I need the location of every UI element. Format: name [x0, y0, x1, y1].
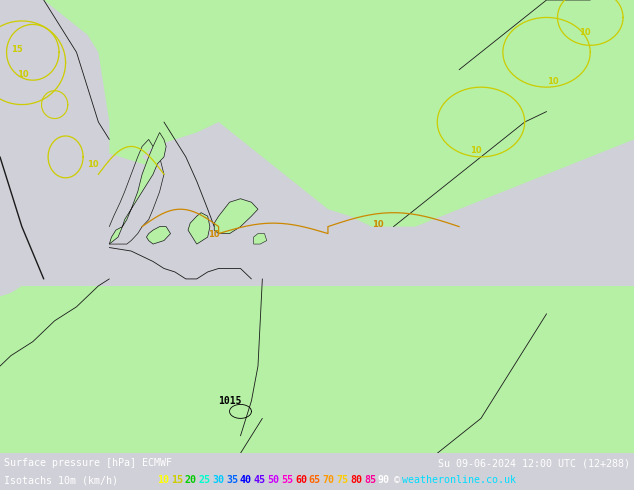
Text: 90: 90: [378, 475, 390, 485]
Text: 80: 80: [350, 475, 362, 485]
Text: 10: 10: [18, 70, 29, 79]
Text: 30: 30: [212, 475, 224, 485]
Polygon shape: [254, 234, 267, 244]
Text: 45: 45: [254, 475, 266, 485]
Polygon shape: [142, 0, 590, 227]
Text: 60: 60: [295, 475, 307, 485]
Polygon shape: [0, 286, 634, 453]
Text: 1015: 1015: [218, 396, 242, 406]
Text: 15: 15: [171, 475, 183, 485]
Text: 10: 10: [372, 220, 384, 229]
Polygon shape: [44, 0, 634, 227]
Polygon shape: [109, 132, 166, 244]
Polygon shape: [372, 0, 634, 104]
Text: 15: 15: [11, 45, 23, 54]
Text: ©: ©: [394, 475, 406, 485]
Text: 25: 25: [198, 475, 210, 485]
Polygon shape: [415, 35, 634, 112]
Text: 75: 75: [337, 475, 349, 485]
Text: 10: 10: [470, 147, 482, 155]
Text: 10: 10: [87, 160, 99, 170]
Text: Su 09-06-2024 12:00 UTC (12+288): Su 09-06-2024 12:00 UTC (12+288): [438, 458, 630, 468]
Polygon shape: [188, 213, 210, 244]
Polygon shape: [306, 0, 503, 157]
Text: 50: 50: [268, 475, 280, 485]
Text: 20: 20: [184, 475, 197, 485]
Text: 85: 85: [364, 475, 376, 485]
Text: Surface pressure [hPa] ECMWF: Surface pressure [hPa] ECMWF: [4, 458, 172, 468]
Polygon shape: [0, 0, 634, 216]
Polygon shape: [0, 0, 109, 296]
Text: 55: 55: [281, 475, 293, 485]
Text: 10: 10: [547, 76, 558, 86]
Text: 40: 40: [240, 475, 252, 485]
Polygon shape: [146, 227, 171, 244]
Polygon shape: [214, 199, 258, 234]
Text: Isotachs 10m (km/h): Isotachs 10m (km/h): [4, 475, 118, 485]
Text: 35: 35: [226, 475, 238, 485]
Text: 10: 10: [579, 28, 591, 37]
Text: 10: 10: [208, 230, 219, 239]
Text: 70: 70: [323, 475, 335, 485]
Text: 10: 10: [157, 475, 169, 485]
Text: 65: 65: [309, 475, 321, 485]
Text: weatheronline.co.uk: weatheronline.co.uk: [401, 475, 515, 485]
